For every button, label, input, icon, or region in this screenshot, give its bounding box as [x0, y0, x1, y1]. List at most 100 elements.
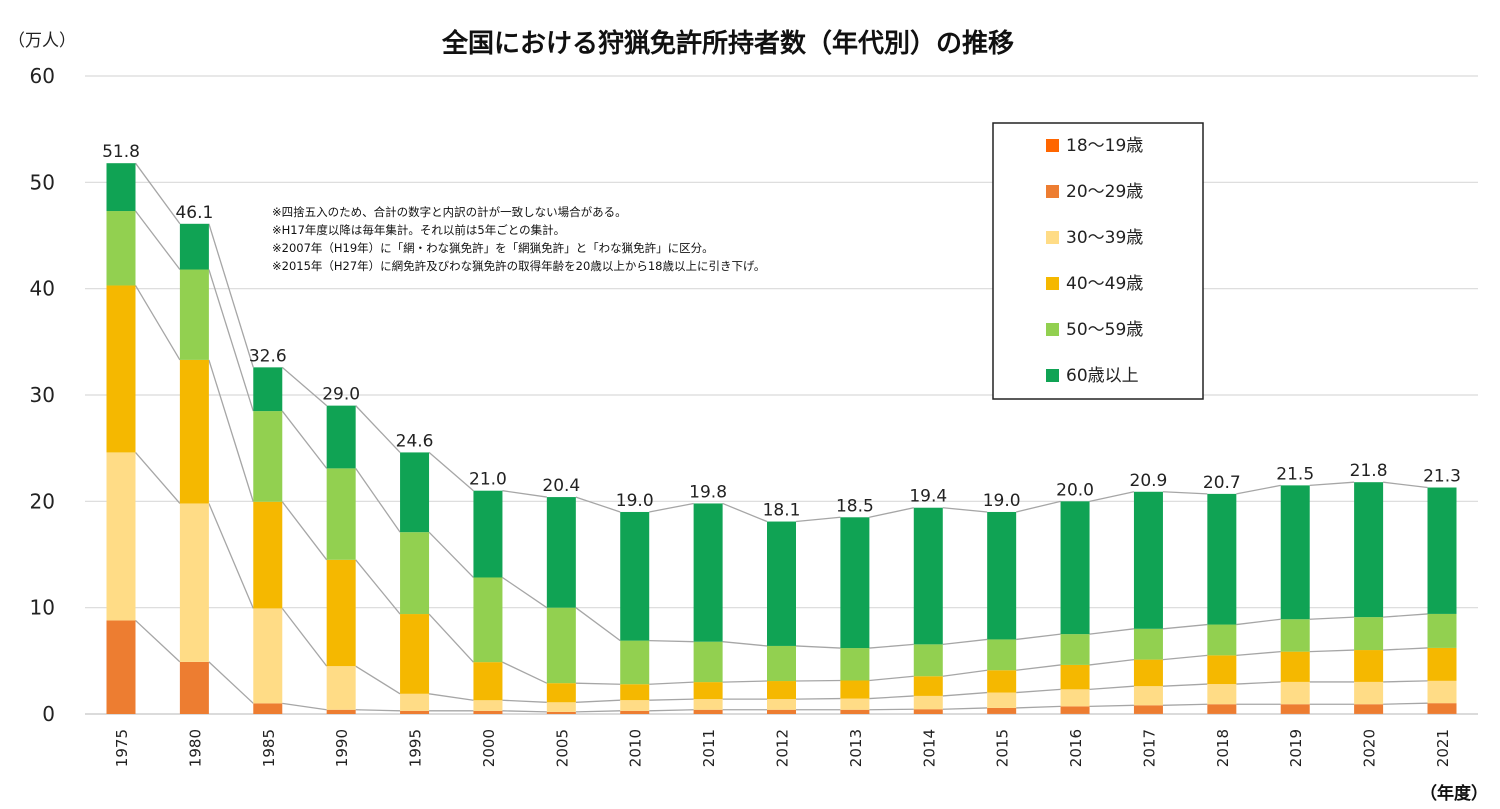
- legend-label: 60歳以上: [1066, 366, 1139, 386]
- connector-line: [722, 502, 768, 523]
- bar-segment: [1207, 493, 1237, 625]
- y-tick-label: 60: [30, 64, 55, 88]
- bar-segment: [106, 285, 136, 453]
- bar-segment: [913, 507, 943, 645]
- legend-label: 40〜49歳: [1066, 274, 1143, 294]
- bar-segment: [767, 645, 796, 682]
- connector-line: [1383, 702, 1428, 705]
- bar-segment: [179, 661, 209, 714]
- connector-line: [135, 619, 181, 663]
- connector-line: [1089, 704, 1134, 708]
- bar-segment: [1207, 684, 1237, 705]
- connector-line: [355, 467, 401, 533]
- bar-segment: [326, 468, 356, 560]
- bar-segment: [1133, 628, 1163, 660]
- note-line: ※2007年（H19年）に「網・わな猟免許」を「網猟免許」と「わな猟免許」に区分…: [272, 241, 714, 255]
- connector-line: [722, 680, 768, 683]
- bar-segment: [106, 163, 136, 212]
- x-tick-label: 2018: [1214, 729, 1232, 767]
- total-label: 21.8: [1350, 461, 1388, 481]
- bar-segment: [767, 681, 796, 700]
- bar-segment: [546, 497, 576, 608]
- connector-line: [1089, 491, 1135, 502]
- series-connector-lines: [134, 162, 1428, 713]
- connector-line: [428, 531, 474, 578]
- legend-label: 50〜59歳: [1066, 320, 1143, 340]
- total-label: 18.5: [836, 496, 874, 516]
- legend-label: 30〜39歳: [1066, 228, 1143, 248]
- total-label: 21.0: [469, 470, 507, 490]
- bar-segment: [106, 620, 136, 714]
- connector-line: [135, 451, 181, 504]
- bar-segment: [546, 607, 576, 684]
- connector-line: [575, 682, 621, 685]
- bar-segment: [1280, 681, 1310, 705]
- bar-segment: [400, 452, 430, 533]
- connector-line: [282, 702, 327, 711]
- total-label: 18.1: [763, 501, 801, 521]
- connector-line: [795, 697, 841, 700]
- bar-segment: [473, 490, 503, 578]
- bar-segment: [473, 662, 503, 701]
- bar-segment: [546, 683, 576, 703]
- bar-segment: [840, 517, 870, 649]
- connector-line: [502, 699, 547, 703]
- x-tick-label: 2012: [774, 729, 792, 767]
- connector-line: [1089, 685, 1134, 691]
- connector-line: [502, 661, 548, 684]
- bar-segment: [253, 411, 283, 502]
- bar-segment: [987, 670, 1017, 693]
- x-axis-unit-label: （年度）: [1420, 783, 1488, 804]
- x-tick-label: 2005: [553, 729, 571, 767]
- x-tick-label: 2013: [847, 729, 865, 767]
- bar-segment: [1354, 617, 1384, 651]
- bar-segment: [326, 709, 356, 714]
- connector-line: [575, 607, 621, 642]
- connector-line: [795, 679, 841, 682]
- legend-label: 20〜29歳: [1066, 182, 1143, 202]
- total-label: 20.7: [1203, 473, 1241, 493]
- connector-line: [1383, 680, 1428, 683]
- connector-line: [1309, 616, 1355, 620]
- legend-swatch: [1046, 323, 1059, 336]
- connector-line: [208, 503, 254, 609]
- connector-line: [869, 507, 914, 518]
- bar-segment: [1280, 619, 1310, 652]
- bar-segment: [840, 680, 870, 699]
- bar-segment: [620, 700, 650, 711]
- total-label: 21.3: [1423, 467, 1461, 487]
- connector-line: [1016, 500, 1061, 513]
- connector-line: [1016, 705, 1061, 709]
- bar-segment: [106, 211, 136, 286]
- y-tick-label: 0: [42, 702, 55, 726]
- y-tick-label: 40: [30, 277, 55, 301]
- connector-line: [942, 638, 988, 645]
- gridlines: [85, 75, 1478, 715]
- bar-segment: [179, 269, 209, 360]
- connector-line: [869, 643, 914, 649]
- x-tick-label: 1980: [186, 729, 204, 767]
- connector-line: [1162, 491, 1208, 495]
- total-label: 20.9: [1130, 471, 1168, 491]
- bar-segment: [253, 501, 283, 609]
- bar-segment: [326, 405, 356, 469]
- bar-segment: [1427, 703, 1457, 714]
- connector-line: [1383, 613, 1428, 618]
- total-label: 20.4: [542, 476, 580, 496]
- bar-segment: [179, 223, 209, 270]
- total-label: 51.8: [102, 142, 140, 162]
- connector-line: [502, 490, 547, 498]
- x-tick-label: 1995: [407, 729, 425, 767]
- connector-line: [1016, 688, 1061, 694]
- legend-swatch: [1046, 139, 1059, 152]
- bar-segment: [1207, 624, 1237, 656]
- x-tick-label: 2017: [1140, 729, 1158, 767]
- x-tick-label: 2010: [627, 729, 645, 767]
- x-tick-label: 2000: [480, 729, 498, 767]
- connector-line: [428, 451, 474, 492]
- bar-segment: [1060, 634, 1090, 665]
- bar-segment: [913, 676, 943, 696]
- connector-line: [281, 410, 328, 469]
- total-label: 21.5: [1276, 464, 1314, 484]
- connector-line: [649, 639, 694, 643]
